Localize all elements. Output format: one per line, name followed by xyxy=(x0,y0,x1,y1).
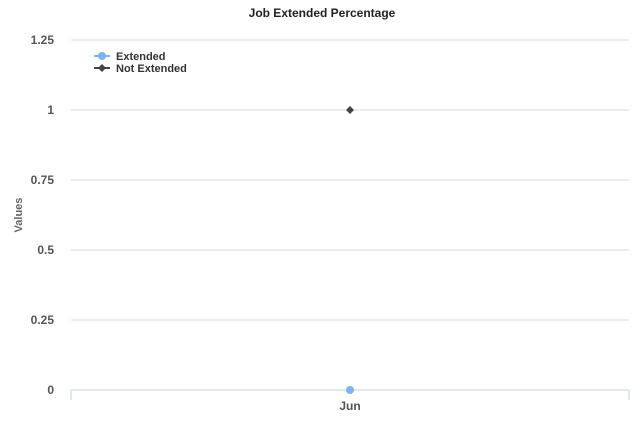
legend-label: Not Extended xyxy=(116,63,187,75)
legend-item-not-extended[interactable]: Not Extended xyxy=(94,63,187,75)
legend-label: Extended xyxy=(116,51,166,63)
y-axis-title: Values xyxy=(13,198,25,233)
x-tick-label: Jun xyxy=(339,399,360,413)
data-point[interactable] xyxy=(346,386,354,394)
y-tick-label: 1 xyxy=(47,103,54,117)
y-tick-label: 0.75 xyxy=(31,173,55,187)
series-layer xyxy=(346,106,354,394)
y-tick-label: 0.5 xyxy=(37,243,54,257)
legend-marker-icon xyxy=(98,64,106,72)
legend-item-extended[interactable]: Extended xyxy=(94,51,166,63)
y-tick-label: 0 xyxy=(47,383,54,397)
y-tick-label: 0.25 xyxy=(31,313,55,327)
chart-title: Job Extended Percentage xyxy=(249,6,396,20)
data-point[interactable] xyxy=(346,106,354,114)
y-tick-label: 1.25 xyxy=(31,33,55,47)
legend-marker-icon xyxy=(98,52,106,60)
y-gridlines xyxy=(71,39,629,321)
series-not-extended xyxy=(346,106,354,114)
y-tick-labels: 0 0.25 0.5 0.75 1 1.25 xyxy=(31,33,55,397)
series-extended xyxy=(346,386,354,394)
x-tick-labels: Jun xyxy=(339,399,360,413)
